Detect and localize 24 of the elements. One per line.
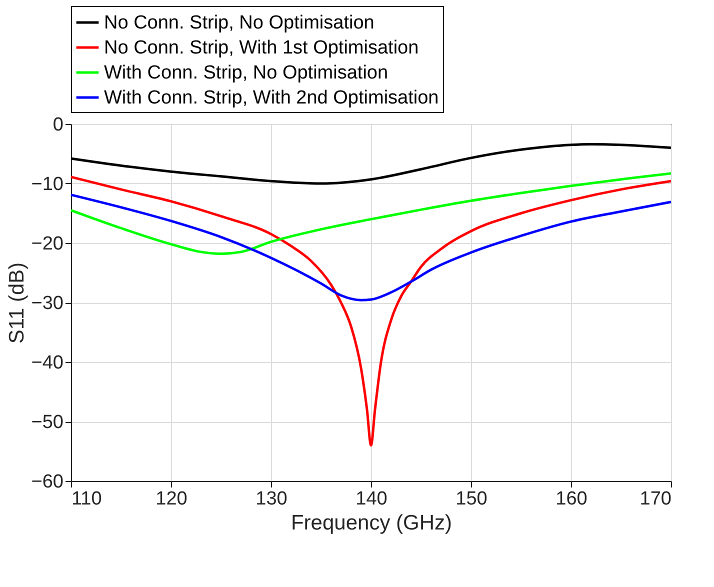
legend-label: With Conn. Strip, No Optimisation — [104, 62, 388, 84]
x-tick-label: 160 — [556, 488, 588, 510]
line-series — [70, 194, 672, 302]
y-tick-label: −20 — [31, 234, 64, 254]
x-tick-label: 170 — [640, 488, 672, 510]
y-tick-label: −60 — [31, 472, 64, 492]
x-axis-title: Frequency (GHz) — [290, 512, 452, 534]
x-tick-label: 120 — [156, 488, 188, 510]
y-tick-label: 0 — [52, 114, 64, 136]
legend-label: No Conn. Strip, No Optimisation — [104, 12, 374, 34]
line-series — [70, 142, 672, 185]
x-tick-label: 110 — [72, 488, 102, 510]
y-tick-label: −30 — [31, 293, 64, 314]
y-tick-label: −40 — [31, 352, 64, 374]
x-tick-label: 150 — [456, 488, 488, 510]
line-series — [70, 176, 672, 447]
y-tick-label: −50 — [31, 412, 64, 433]
legend-label: With Conn. Strip, With 2nd Optimisation — [104, 88, 439, 108]
line-series — [70, 172, 672, 255]
legend-label: No Conn. Strip, With 1st Optimisation — [104, 38, 419, 58]
y-tick-label: −10 — [31, 174, 64, 195]
y-axis-title: S11 (dB) — [5, 262, 28, 344]
x-tick-label: 140 — [356, 488, 388, 510]
x-tick-label: 130 — [256, 488, 288, 510]
